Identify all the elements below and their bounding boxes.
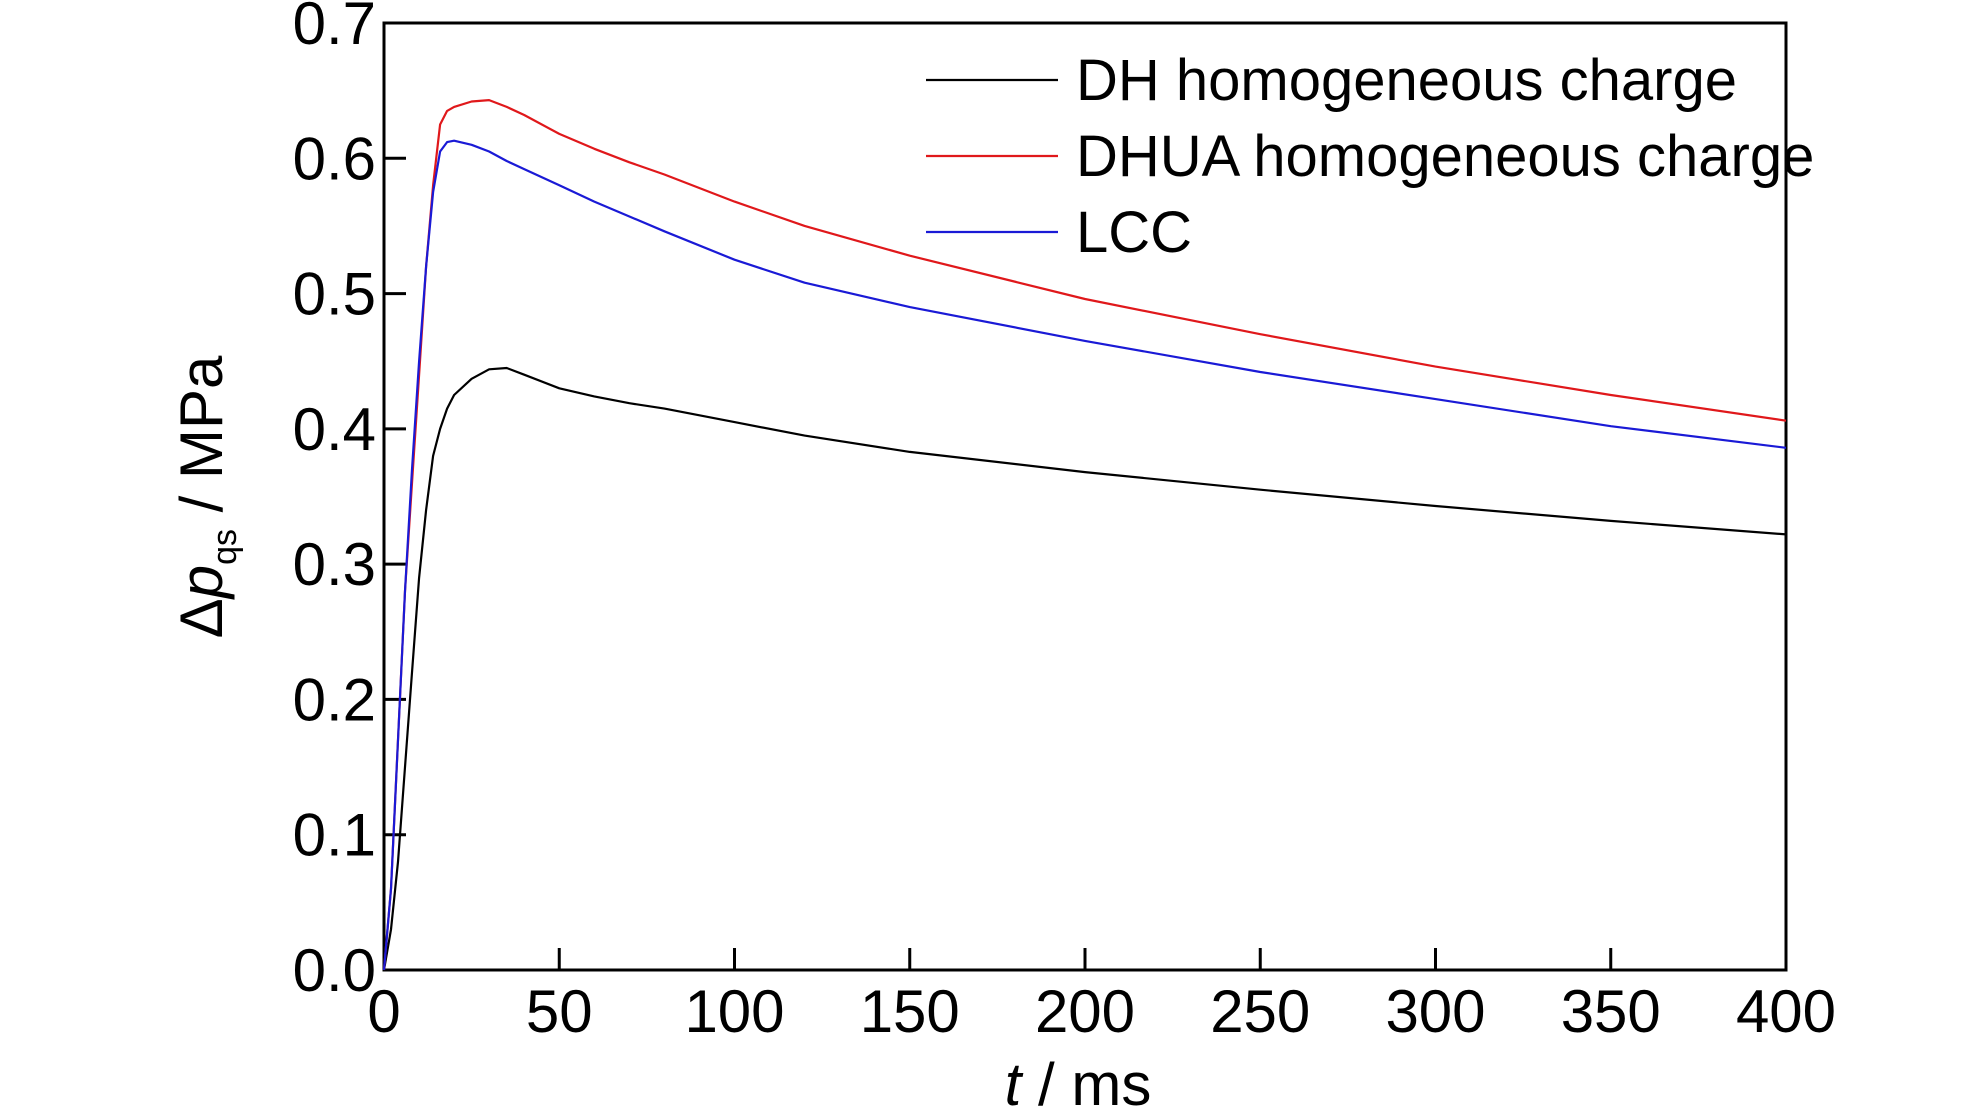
y-axis-label-sub: qs — [206, 529, 244, 565]
y-axis-ticks: 0.0 0.1 0.2 0.3 0.4 0.5 0.6 0.7 — [293, 0, 406, 1004]
y-axis-label-prefix: Δ — [168, 598, 235, 638]
x-tick-label: 100 — [684, 978, 784, 1045]
y-tick-label: 0.5 — [293, 261, 376, 328]
x-axis-label: t / ms — [1005, 1051, 1152, 1110]
x-tick-label: 50 — [526, 978, 593, 1045]
legend-label-3: LCC — [1076, 200, 1192, 265]
y-tick-label: 0.0 — [293, 937, 376, 1004]
x-tick-label: 150 — [860, 978, 960, 1045]
legend: DH homogeneous charge DHUA homogeneous ch… — [926, 48, 1814, 265]
legend-label-1: DH homogeneous charge — [1076, 48, 1737, 113]
series-line-1 — [382, 366, 1787, 971]
y-tick-label: 0.6 — [293, 125, 376, 192]
x-axis-label-unit: / ms — [1021, 1051, 1151, 1110]
x-tick-label: 250 — [1210, 978, 1310, 1045]
y-tick-label: 0.1 — [293, 802, 376, 869]
y-tick-label: 0.4 — [293, 396, 376, 463]
y-tick-label: 0.2 — [293, 666, 376, 733]
x-axis-label-var: t — [1005, 1051, 1024, 1110]
x-tick-label: 350 — [1561, 978, 1661, 1045]
x-axis-ticks: 0 50 100 150 200 250 300 350 400 — [367, 948, 1836, 1045]
x-tick-label: 400 — [1736, 978, 1836, 1045]
y-tick-label: 0.3 — [293, 531, 376, 598]
x-tick-label: 300 — [1385, 978, 1485, 1045]
y-axis-label-var: p — [168, 565, 235, 600]
legend-label-2: DHUA homogeneous charge — [1076, 124, 1814, 189]
series-line-3 — [382, 139, 1787, 971]
y-tick-label: 0.7 — [293, 0, 376, 57]
y-axis-label: Δpqs / MPa — [168, 355, 244, 638]
x-tick-label: 0 — [367, 978, 400, 1045]
series-layer — [382, 99, 1787, 971]
x-tick-label: 200 — [1035, 978, 1135, 1045]
y-axis-label-unit: / MPa — [168, 355, 235, 529]
